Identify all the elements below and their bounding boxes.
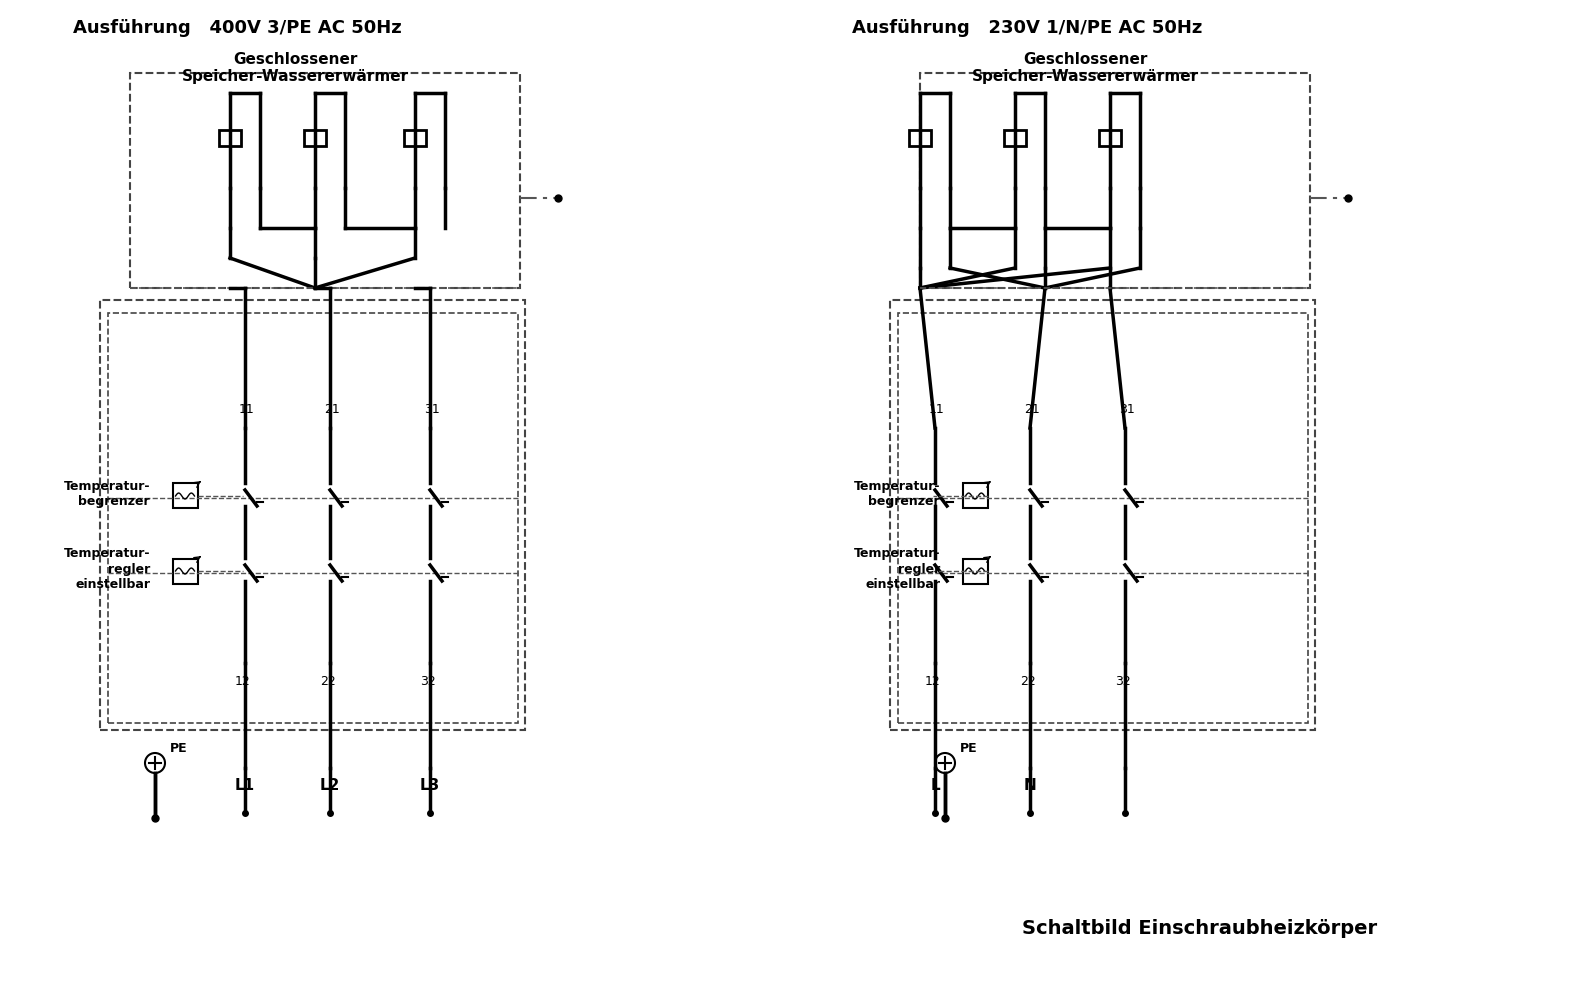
Text: 31: 31 (1119, 403, 1135, 416)
Text: N: N (1023, 778, 1037, 793)
Text: 22: 22 (1020, 675, 1036, 688)
Text: 11: 11 (239, 403, 255, 416)
Text: 11: 11 (930, 403, 945, 416)
Bar (172, 558, 198, 584)
Text: 21: 21 (1024, 403, 1040, 416)
Text: 32: 32 (1115, 675, 1130, 688)
Text: L3: L3 (421, 778, 440, 793)
Text: PE: PE (171, 742, 188, 755)
Text: L2: L2 (319, 778, 340, 793)
Bar (963, 483, 988, 509)
Text: 12: 12 (925, 675, 941, 688)
Text: PE: PE (960, 742, 977, 755)
Bar (909, 130, 931, 146)
Text: Ausführung   230V 1/N/PE AC 50Hz: Ausführung 230V 1/N/PE AC 50Hz (852, 19, 1202, 37)
Text: 31: 31 (424, 403, 440, 416)
Text: L: L (930, 778, 939, 793)
Bar (172, 483, 198, 509)
Text: 21: 21 (324, 403, 340, 416)
Bar (1099, 130, 1121, 146)
Text: Temperatur-
begrenzer: Temperatur- begrenzer (854, 480, 941, 508)
Text: Temperatur-
regler
einstellbar: Temperatur- regler einstellbar (63, 547, 150, 591)
Text: 22: 22 (319, 675, 335, 688)
Bar (1004, 130, 1026, 146)
Text: Schaltbild Einschraubheizkörper: Schaltbild Einschraubheizkörper (1023, 919, 1377, 938)
Bar (963, 558, 988, 584)
Text: Geschlossener
Speicher-Wassererwärmer: Geschlossener Speicher-Wassererwärmer (182, 51, 408, 84)
Bar (304, 130, 326, 146)
Text: Ausführung   400V 3/PE AC 50Hz: Ausführung 400V 3/PE AC 50Hz (73, 19, 402, 37)
Text: Geschlossener
Speicher-Wassererwärmer: Geschlossener Speicher-Wassererwärmer (971, 51, 1198, 84)
Text: Temperatur-
regler
einstellbar: Temperatur- regler einstellbar (854, 547, 941, 591)
Bar (220, 130, 240, 146)
Text: L1: L1 (236, 778, 255, 793)
Bar (405, 130, 425, 146)
Text: 12: 12 (236, 675, 251, 688)
Text: 32: 32 (421, 675, 436, 688)
Text: Temperatur-
begrenzer: Temperatur- begrenzer (63, 480, 150, 508)
